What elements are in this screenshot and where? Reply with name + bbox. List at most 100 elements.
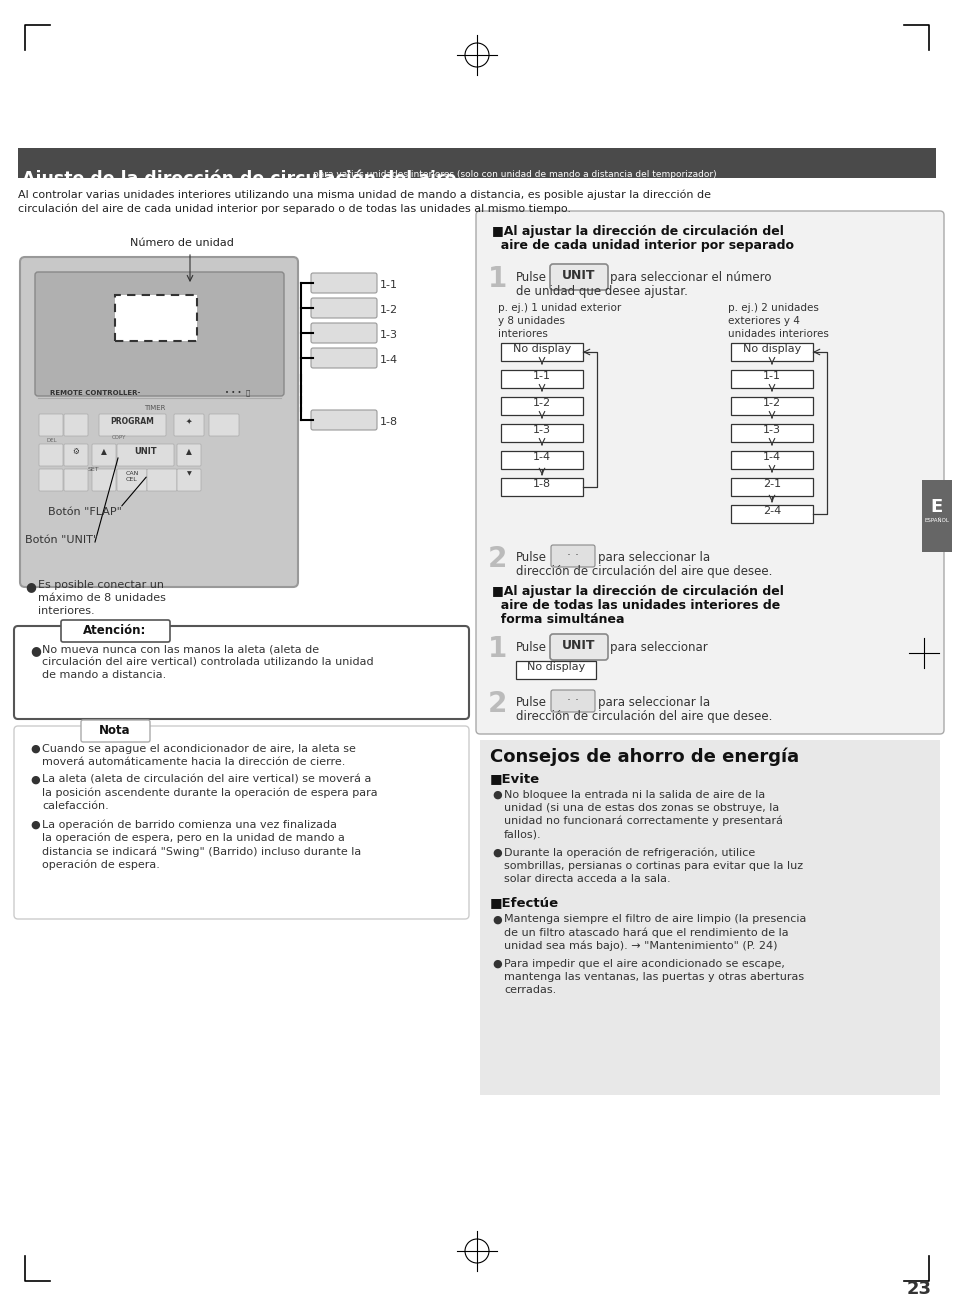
FancyBboxPatch shape — [551, 545, 595, 567]
Bar — [18, 148, 935, 178]
FancyBboxPatch shape — [311, 347, 376, 368]
Bar — [730, 478, 812, 496]
FancyBboxPatch shape — [311, 323, 376, 343]
Text: p. ej.) 1 unidad exterior: p. ej.) 1 unidad exterior — [497, 303, 620, 313]
Bar — [730, 505, 812, 522]
Text: 1-8: 1-8 — [533, 479, 551, 488]
Text: Pulse: Pulse — [516, 696, 546, 709]
Text: ▲: ▲ — [101, 447, 107, 456]
Text: Pulse: Pulse — [516, 272, 546, 283]
Bar — [516, 661, 596, 679]
Text: UNIT: UNIT — [134, 447, 156, 456]
FancyBboxPatch shape — [117, 444, 173, 466]
FancyBboxPatch shape — [550, 633, 607, 660]
Text: ●: ● — [30, 744, 40, 754]
Text: ●: ● — [30, 644, 41, 657]
FancyBboxPatch shape — [550, 264, 607, 290]
Bar — [730, 451, 812, 469]
Text: Cuando se apague el acondicionador de aire, la aleta se
moverá automáticamente h: Cuando se apague el acondicionador de ai… — [42, 744, 355, 767]
Text: E: E — [930, 498, 943, 516]
Text: UNIT: UNIT — [561, 269, 595, 282]
FancyBboxPatch shape — [91, 444, 116, 466]
Text: Mantenga siempre el filtro de aire limpio (la presencia
de un filtro atascado ha: Mantenga siempre el filtro de aire limpi… — [503, 914, 805, 952]
FancyBboxPatch shape — [91, 469, 116, 491]
Text: Número de unidad: Número de unidad — [130, 238, 233, 248]
FancyBboxPatch shape — [64, 414, 88, 436]
Text: Durante la operación de refrigeración, utilice
sombrillas, persianas o cortinas : Durante la operación de refrigeración, u… — [503, 848, 802, 884]
Text: La aleta (aleta de circulación del aire vertical) se moverá a
la posición ascend: La aleta (aleta de circulación del aire … — [42, 774, 377, 811]
Text: 1-8: 1-8 — [379, 417, 397, 427]
Bar — [500, 397, 582, 415]
Text: aire de cada unidad interior por separado: aire de cada unidad interior por separad… — [492, 239, 793, 252]
Text: UNIT: UNIT — [561, 639, 595, 652]
Text: Pulse: Pulse — [516, 641, 546, 654]
Text: Nota: Nota — [99, 724, 131, 737]
Text: 1-1: 1-1 — [379, 279, 397, 290]
Text: No display: No display — [742, 343, 801, 354]
Text: ■Efectúe: ■Efectúe — [490, 896, 558, 909]
Text: Botón "FLAP": Botón "FLAP" — [48, 507, 122, 517]
Text: CAN
CEL: CAN CEL — [125, 471, 138, 482]
Text: 1-4: 1-4 — [762, 452, 781, 462]
Bar — [500, 343, 582, 360]
Bar — [115, 295, 196, 341]
FancyBboxPatch shape — [14, 726, 469, 919]
Text: para seleccionar el número: para seleccionar el número — [609, 272, 771, 283]
Text: ▲: ▲ — [186, 447, 192, 456]
Text: 1-1: 1-1 — [762, 371, 781, 381]
Text: ✦: ✦ — [186, 417, 192, 426]
Bar — [500, 370, 582, 388]
Text: Ajuste de la dirección de circulación del aire: Ajuste de la dirección de circulación de… — [22, 170, 456, 188]
Text: forma simultánea: forma simultánea — [492, 613, 624, 626]
Bar — [730, 343, 812, 360]
FancyBboxPatch shape — [14, 626, 469, 720]
Text: COPY: COPY — [112, 435, 126, 440]
FancyBboxPatch shape — [311, 410, 376, 430]
Bar — [921, 481, 951, 552]
Text: Atención:: Atención: — [83, 624, 147, 637]
Text: para seleccionar la: para seleccionar la — [598, 551, 709, 564]
Text: para varias unidades interiores (solo con unidad de mando a distancia del tempor: para varias unidades interiores (solo co… — [313, 170, 716, 179]
Text: Consejos de ahorro de energía: Consejos de ahorro de energía — [490, 748, 799, 767]
FancyBboxPatch shape — [117, 469, 147, 491]
Text: ■Al ajustar la dirección de circulación del: ■Al ajustar la dirección de circulación … — [492, 225, 783, 238]
Text: dirección de circulación del aire que desee.: dirección de circulación del aire que de… — [516, 565, 772, 579]
FancyBboxPatch shape — [311, 273, 376, 293]
Text: 1-3: 1-3 — [379, 330, 397, 340]
FancyBboxPatch shape — [177, 469, 201, 491]
Text: SET: SET — [87, 468, 99, 471]
Text: Al controlar varias unidades interiores utilizando una misma unidad de mando a d: Al controlar varias unidades interiores … — [18, 189, 710, 214]
FancyBboxPatch shape — [177, 444, 201, 466]
Text: 2: 2 — [488, 545, 507, 573]
Text: 2: 2 — [488, 690, 507, 718]
FancyBboxPatch shape — [311, 298, 376, 317]
Text: ■Evite: ■Evite — [490, 772, 539, 785]
Text: • • •  ⏻: • • • ⏻ — [225, 389, 250, 396]
Text: para seleccionar: para seleccionar — [609, 641, 707, 654]
FancyBboxPatch shape — [39, 469, 63, 491]
Text: 1-3: 1-3 — [533, 424, 551, 435]
Text: 1-2: 1-2 — [379, 306, 397, 315]
Text: de unidad que desee ajustar.: de unidad que desee ajustar. — [516, 285, 687, 298]
FancyBboxPatch shape — [209, 414, 239, 436]
Text: · ·: · · — [566, 549, 578, 562]
Text: La operación de barrido comienza una vez finalizada
la operación de espera, pero: La operación de barrido comienza una vez… — [42, 819, 361, 870]
Text: p. ej.) 2 unidades: p. ej.) 2 unidades — [727, 303, 818, 313]
Text: 1: 1 — [488, 265, 507, 293]
FancyBboxPatch shape — [81, 720, 150, 742]
Text: PROGRAM: PROGRAM — [111, 417, 154, 426]
Text: 2-4: 2-4 — [762, 505, 781, 516]
Text: Pulse: Pulse — [516, 551, 546, 564]
Text: 1-4: 1-4 — [379, 355, 397, 364]
Text: No bloquee la entrada ni la salida de aire de la
unidad (si una de estas dos zon: No bloquee la entrada ni la salida de ai… — [503, 790, 782, 838]
Text: TIMER: TIMER — [144, 405, 166, 411]
Text: Botón "UNIT": Botón "UNIT" — [25, 535, 98, 545]
Text: exteriores y 4: exteriores y 4 — [727, 316, 799, 326]
Bar — [500, 451, 582, 469]
FancyBboxPatch shape — [64, 469, 88, 491]
Text: No display: No display — [513, 343, 571, 354]
Text: 1-4: 1-4 — [533, 452, 551, 462]
Text: ■Al ajustar la dirección de circulación del: ■Al ajustar la dirección de circulación … — [492, 585, 783, 598]
FancyBboxPatch shape — [61, 620, 170, 643]
Text: 1-2: 1-2 — [762, 398, 781, 407]
